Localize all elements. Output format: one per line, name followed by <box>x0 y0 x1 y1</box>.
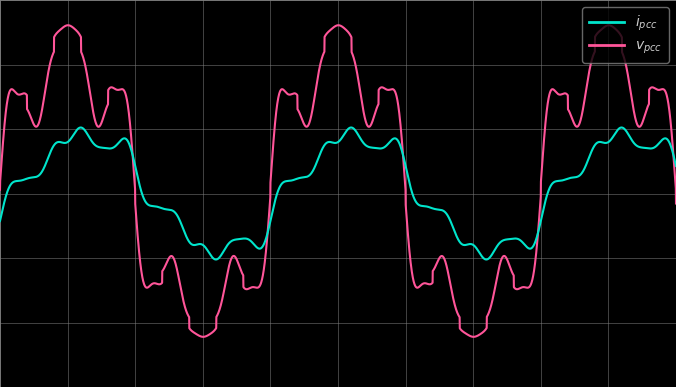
Legend: $i_{pcc}$, $v_{pcc}$: $i_{pcc}$, $v_{pcc}$ <box>583 7 669 63</box>
